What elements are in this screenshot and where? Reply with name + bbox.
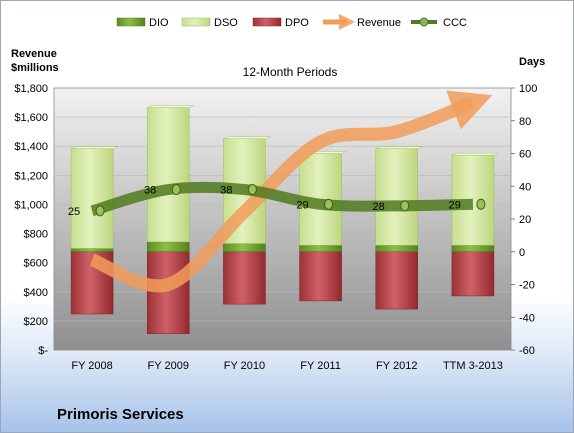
legend-swatch-dio — [116, 17, 146, 27]
bar-cap — [147, 105, 195, 108]
ccc-layer: 25 38 38 29 28 29 — [68, 181, 486, 218]
x-tick-label: FY 2009 — [148, 360, 189, 372]
bar-dpo — [147, 251, 190, 334]
right-tick-label: 0 — [519, 247, 525, 259]
legend-marker-ccc — [419, 17, 429, 27]
bar-cap — [70, 146, 119, 149]
right-tick-label: -60 — [519, 345, 535, 357]
left-tick-label: $200 — [24, 316, 48, 328]
bar-dio — [451, 244, 495, 252]
left-axis-title-line1: Revenue — [11, 48, 57, 60]
bar-dpo — [223, 251, 266, 305]
x-tick-label: FY 2012 — [376, 360, 417, 372]
left-tick-label: $800 — [24, 229, 48, 241]
right-tick-label: -20 — [519, 280, 535, 292]
bar-cap — [223, 136, 271, 140]
bar-dso — [70, 148, 114, 249]
bar-dio — [147, 241, 190, 253]
ccc-data-label: 28 — [373, 201, 385, 213]
chart-title: 12-Month Periods — [243, 65, 338, 79]
bar-cap — [375, 146, 423, 149]
bar-dio — [299, 244, 342, 252]
ccc-marker — [247, 184, 257, 196]
bar-dpo — [451, 251, 495, 297]
legend-label-dio: DIO — [149, 17, 169, 29]
right-tick-label: 60 — [519, 149, 531, 161]
right-tick-label: 100 — [519, 83, 537, 95]
legend-label-dso: DSO — [214, 17, 238, 29]
x-tick-label: FY 2010 — [224, 360, 265, 372]
left-axis-title-line2: $millions — [11, 62, 59, 74]
left-tick-label: $1,200 — [14, 170, 48, 182]
bar-dio — [70, 248, 114, 253]
ccc-marker — [95, 205, 105, 217]
ccc-marker — [400, 200, 410, 212]
left-tick-label: $1,800 — [14, 83, 48, 95]
bar-dio — [375, 244, 418, 252]
right-axis-title: Days — [519, 56, 545, 68]
legend-label-dpo: DPO — [285, 17, 309, 29]
bar-cap — [451, 152, 500, 156]
legend-swatch-dpo — [252, 17, 282, 27]
right-tick-label: 20 — [519, 214, 531, 226]
ccc-data-label: 29 — [449, 199, 461, 211]
ccc-marker — [324, 198, 334, 210]
right-tick-label: 40 — [519, 181, 531, 193]
right-axis-ticks: -60 -40 -20 0 20 40 60 80 100 — [511, 83, 537, 357]
plot-area — [53, 87, 512, 351]
bar-dso — [147, 107, 190, 243]
legend-label-revenue: Revenue — [357, 17, 401, 29]
x-axis-labels: FY 2008 FY 2009 FY 2010 FY 2011 FY 2012 TTM 3… — [71, 360, 502, 372]
legend-swatch-dso — [181, 17, 211, 27]
legend-label-ccc: CCC — [443, 17, 467, 29]
ccc-marker — [476, 198, 486, 210]
bar-dpo — [375, 251, 418, 310]
left-tick-label: $1,400 — [14, 141, 48, 153]
bar-dso — [375, 148, 418, 246]
bars — [70, 105, 500, 334]
company-name: Primoris Services — [57, 406, 184, 423]
left-tick-label: $- — [38, 345, 48, 357]
ccc-data-label: 38 — [144, 185, 156, 197]
left-tick-label: $400 — [24, 287, 48, 299]
x-tick-label: TTM 3-2013 — [443, 360, 503, 372]
ccc-marker — [171, 184, 181, 196]
revenue-line — [89, 90, 493, 293]
x-tick-label: FY 2011 — [300, 360, 341, 372]
left-axis-ticks: $- $200 $400 $600 $800 $1,000 $1,200 $1,400 $1,6… — [14, 83, 48, 357]
left-tick-label: $1,000 — [14, 199, 48, 211]
ccc-data-label: 25 — [68, 206, 80, 218]
right-tick-label: -40 — [519, 312, 535, 324]
right-tick-label: 80 — [519, 116, 531, 128]
legend: DIO DSO DPO Revenue CCC — [116, 13, 467, 31]
bar-dio — [223, 243, 266, 252]
ccc-data-label: 38 — [220, 185, 232, 197]
left-tick-label: $1,600 — [14, 112, 48, 124]
ccc-data-label: 29 — [296, 199, 308, 211]
bar-dpo — [299, 251, 342, 302]
revenue-layer — [89, 90, 493, 293]
left-tick-label: $600 — [24, 258, 48, 270]
x-tick-label: FY 2008 — [71, 360, 112, 372]
